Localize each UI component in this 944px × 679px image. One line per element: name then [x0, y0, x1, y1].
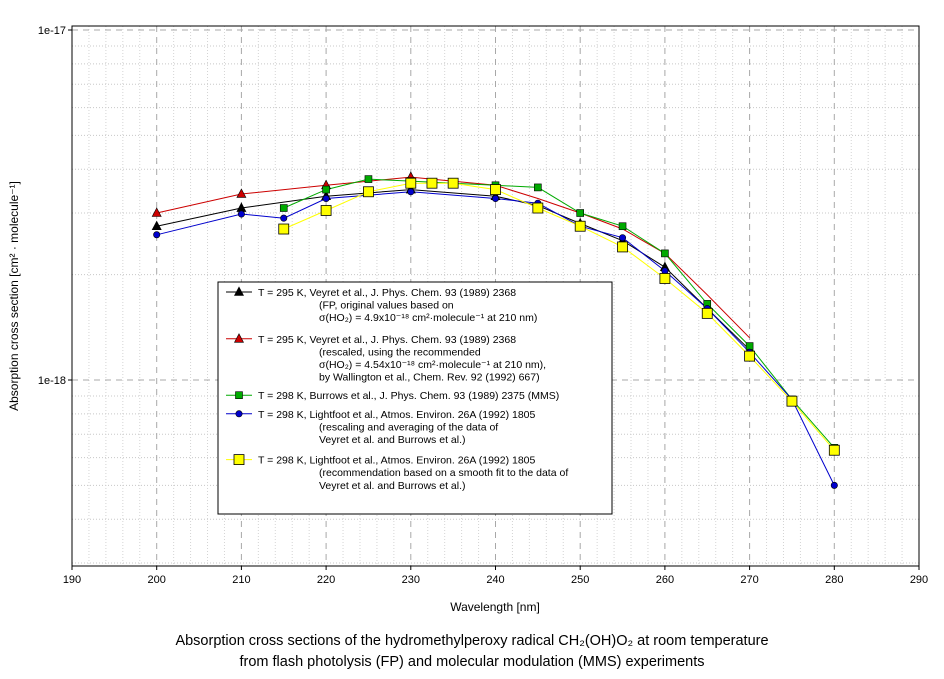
series-2-point [151, 207, 162, 217]
series-5-point [447, 177, 459, 189]
caption-line-2: from flash photolysis (FP) and molecular… [239, 654, 705, 670]
x-tick-label: 270 [740, 574, 758, 586]
figure-caption: Absorption cross sections of the hydrome… [0, 631, 944, 673]
legend-swatch-marker [234, 333, 244, 343]
legend-entry-2-line-2: (rescaled, using the recommended [319, 346, 481, 358]
legend-entry-4-line-2: (rescaling and averaging of the data of [319, 421, 498, 433]
series-2-point [236, 188, 247, 198]
legend-entry-1-line-1: T = 295 K, Veyret et al., J. Phys. Chem.… [258, 287, 516, 299]
chart-canvas: 190 200 210 220 230 240 250 260 270 280 290 1e-17 1e… [7, 25, 928, 614]
legend-entry-2-line-3: σ(HO₂) = 4.54x10⁻¹⁸ cm²·molecule⁻¹ at 21… [319, 359, 546, 371]
legend-swatch-marker [234, 286, 244, 296]
series-3-point [279, 204, 288, 212]
caption-line-1: Absorption cross sections of the hydrome… [175, 633, 769, 649]
series-5-point [786, 395, 798, 407]
series-4-point [280, 214, 288, 222]
series-line-3 [283, 178, 835, 449]
series-3-point [322, 185, 330, 194]
legend-box [217, 281, 613, 515]
x-tick-label: 250 [571, 574, 589, 586]
series-markers [151, 171, 840, 489]
x-tick-label: 200 [148, 574, 166, 586]
series-4-point [830, 481, 838, 489]
series-3-point [618, 222, 627, 231]
legend-entry-5-line-1: T = 298 K, Lightfoot et al., Atmos. Envi… [258, 455, 536, 467]
series-line-4 [156, 191, 835, 486]
series-4-point [491, 195, 499, 203]
series-4-point [322, 195, 330, 203]
series-line-2 [156, 176, 750, 339]
series-5-point [405, 177, 417, 189]
legend-entry-5-line-2: (recommendation based on a smooth fit to… [319, 467, 568, 479]
legend-swatch-marker [235, 410, 243, 418]
series-5-point [659, 273, 671, 284]
x-tick-label: 260 [656, 574, 674, 586]
legend-entry-1-line-3: σ(HO₂) = 4.9x10⁻¹⁸ cm²·molecule⁻¹ at 210… [319, 312, 537, 324]
x-tick-label: 230 [402, 574, 420, 586]
y-tick-label: 1e-18 [38, 375, 66, 387]
x-tick-label: 190 [63, 574, 81, 586]
legend-entry-2-line-1: T = 295 K, Veyret et al., J. Phys. Chem.… [258, 334, 516, 346]
series-3-point [534, 183, 542, 192]
series-5-point [574, 220, 586, 232]
series-5-point [426, 177, 438, 189]
series-3-point [745, 342, 754, 350]
legend-swatch-marker [233, 454, 245, 466]
series-5-point [363, 186, 374, 198]
x-tick-label: 220 [317, 574, 335, 586]
legend: T = 295 K, Veyret et al., J. Phys. Chem.… [217, 281, 613, 515]
series-3-point [661, 249, 669, 258]
series-5-point [744, 350, 755, 362]
series-5-point [701, 307, 713, 319]
series-5-point [320, 205, 332, 216]
legend-swatch-marker [235, 391, 243, 400]
legend-entry-5-line-3: Veyret et al. and Burrows et al.) [319, 480, 466, 492]
series-5-point [828, 444, 840, 456]
legend-entry-2-line-4: by Wallington et al., Chem. Rev. 92 (199… [319, 372, 540, 384]
x-tick-label: 210 [232, 574, 250, 586]
series-5-point [617, 241, 628, 253]
series-4-point [237, 210, 245, 218]
series-5-point [278, 223, 290, 235]
x-tick-label: 240 [486, 574, 504, 586]
series-1-point [151, 220, 162, 231]
series-4-point [619, 234, 627, 242]
series-4-point [153, 231, 161, 239]
legend-entry-1-line-2: (FP, original values based on [319, 300, 454, 312]
y-tick-label: 1e-17 [38, 25, 66, 37]
series-5-point [490, 184, 501, 195]
x-tick-label: 290 [910, 574, 928, 586]
legend-entry-3-line-1: T = 298 K, Burrows et al., J. Phys. Chem… [258, 390, 559, 402]
legend-entry-4-line-3: Veyret et al. and Burrows et al.) [319, 434, 466, 446]
series-5-point [532, 202, 544, 214]
x-axis-label: Wavelength [nm] [450, 600, 540, 614]
legend-entry-4-line-1: T = 298 K, Lightfoot et al., Atmos. Envi… [258, 409, 536, 421]
series-3-point [364, 175, 373, 183]
x-tick-label: 280 [825, 574, 843, 586]
series-3-point [576, 209, 585, 217]
y-axis-label: Absorption cross section [cm² · molecule… [7, 181, 21, 411]
axes: 190 200 210 220 230 240 250 260 270 280 290 1e-17 1e… [38, 25, 928, 586]
series-4-point [407, 188, 415, 196]
